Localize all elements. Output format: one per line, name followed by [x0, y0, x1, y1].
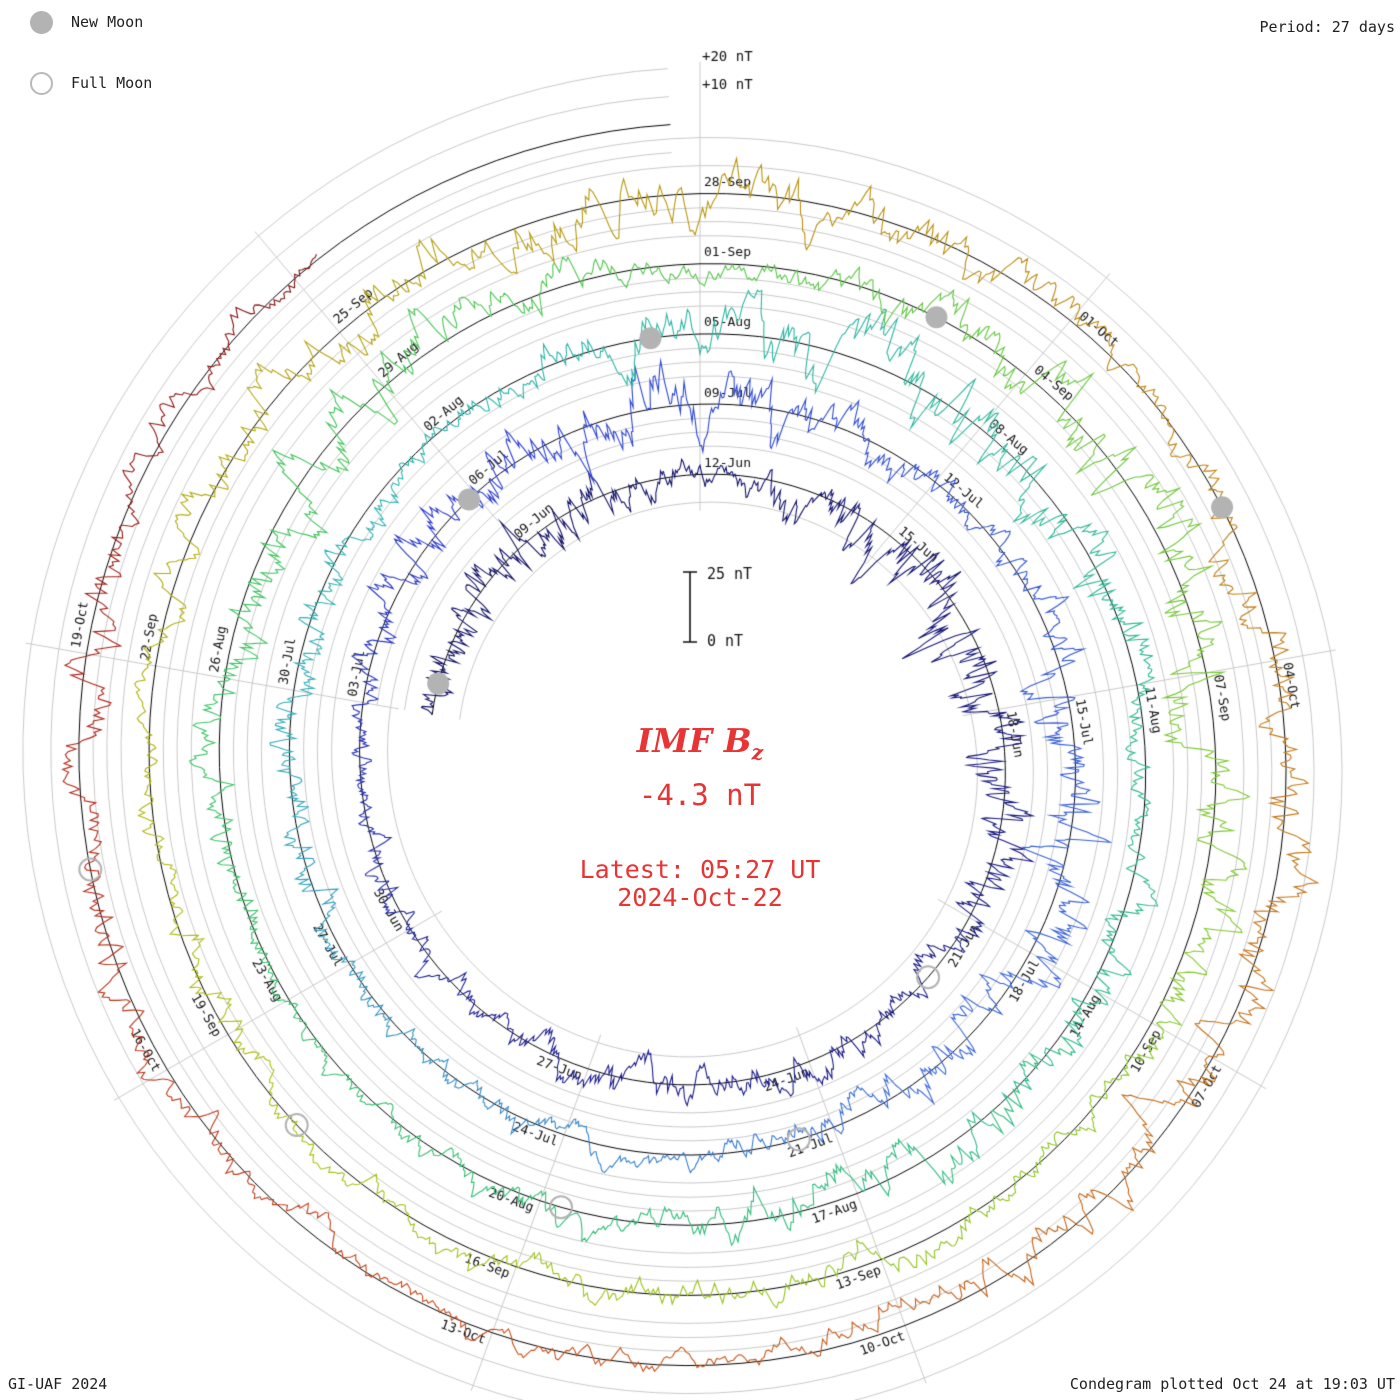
full-moon-label: Full Moon — [71, 74, 153, 92]
full-moon-icon — [30, 71, 53, 95]
latest-time: Latest: 05:27 UT — [579, 854, 821, 884]
latest-date: 2024-Oct-22 — [617, 882, 783, 912]
period-label: Period: 27 days — [1259, 18, 1395, 36]
legend-full-moon: Full Moon — [30, 71, 152, 95]
credit-label: GI-UAF 2024 — [8, 1375, 108, 1393]
imf-bz-value: -4.3 nT — [638, 777, 762, 812]
moon-legend: New Moon Full Moon — [30, 10, 152, 132]
legend-new-moon: New Moon — [30, 10, 152, 34]
center-readout: IMF Bz -4.3 nT Latest: 05:27 UT 2024-Oct… — [580, 722, 821, 912]
imf-bz-title-text: IMF B — [636, 721, 752, 760]
imf-bz-subscript: z — [751, 740, 764, 765]
new-moon-icon — [30, 10, 53, 34]
new-moon-label: New Moon — [71, 13, 144, 31]
imf-bz-title: IMF Bz — [580, 722, 821, 772]
plotted-timestamp: Condegram plotted Oct 24 at 19:03 UT — [1069, 1375, 1395, 1393]
